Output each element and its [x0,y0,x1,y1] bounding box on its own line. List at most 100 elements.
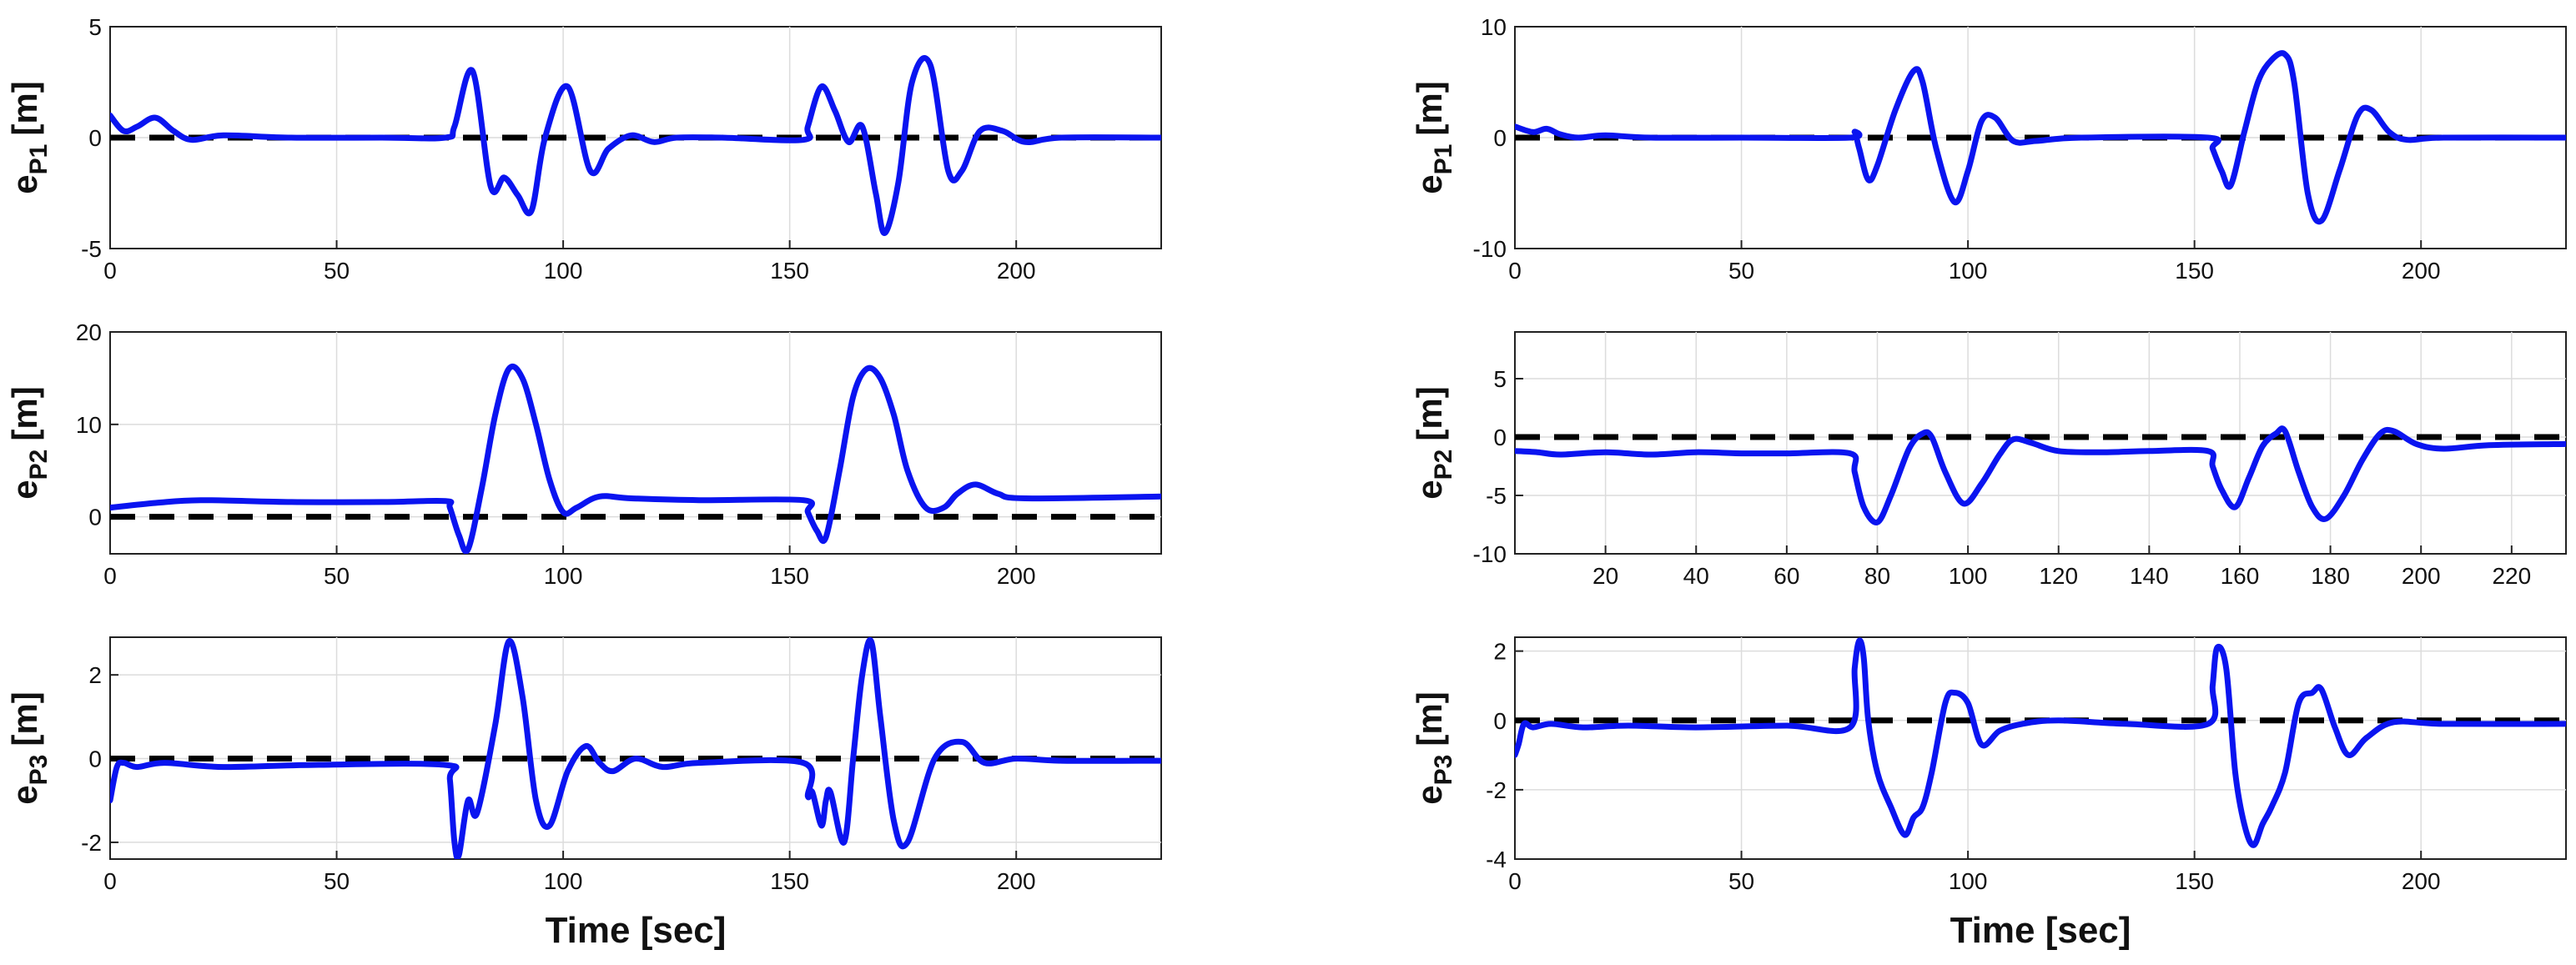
y-axis-label-unit: [m] [5,386,44,440]
x-axis-label-left: Time [sec] [546,910,727,951]
y-axis-label-subscript: P1 [25,144,53,175]
y-tick-label: 5 [88,14,102,40]
x-tick-label: 0 [103,563,117,589]
y-axis-label: eP1 [m] [5,81,53,194]
x-tick-label: 220 [2492,563,2531,589]
y-tick-label: 20 [76,319,102,345]
x-tick-label: 150 [2175,868,2214,894]
x-tick-label: 100 [1949,563,1988,589]
series-line-0 [110,363,1161,554]
x-tick-label: 100 [1949,258,1988,284]
y-tick-label: 0 [88,746,102,772]
plot-area [109,331,1162,555]
y-tick-label: 2 [88,662,102,688]
panel-right-2: 20 40 60 80 100 120 140 160 180 200 220 -10 -5 0 5 eP2 [… [1410,331,2567,589]
panel-right-3: 0 50 100 150 200 -4 -2 0 2 eP3 [m] [1410,636,2567,894]
y-axis-label-unit: [m] [1410,691,1449,746]
x-tick-label: 200 [997,563,1036,589]
plot-lines [1515,425,2566,525]
plot-lines [110,637,1161,859]
y-axis-label: eP1 [m] [1410,81,1457,194]
plot-lines [110,55,1161,236]
y-axis-label-subscript: P3 [25,755,53,786]
y-axis-label-unit: [m] [1410,386,1449,440]
y-axis-label-unit: [m] [1410,81,1449,135]
plot-lines [1515,50,2566,225]
plot-lines [110,363,1161,554]
x-axis-label-right: Time [sec] [1950,910,2131,951]
y-tick-label: -5 [1486,483,1507,509]
y-axis-label-symbol: e [5,480,44,499]
plot-area [1514,331,2567,555]
y-axis-label-symbol: e [5,174,44,194]
series-line-0 [110,637,1161,859]
y-axis-label: eP2 [m] [1410,386,1457,499]
y-axis-label-subscript: P2 [25,450,53,480]
x-tick-label: 100 [544,258,583,284]
x-tick-label: 100 [544,868,583,894]
x-tick-label: 50 [1728,868,1754,894]
x-tick-label: 100 [1949,868,1988,894]
y-tick-label: -4 [1486,847,1507,872]
y-axis-label-symbol: e [5,785,44,804]
plot-lines [1515,637,2566,848]
series-line-0 [1515,425,2566,525]
plot-area [1514,636,2567,860]
y-tick-label: -2 [81,830,102,856]
x-tick-label: 50 [1728,258,1754,284]
y-tick-label: 2 [1493,639,1507,665]
y-tick-label: -5 [81,236,102,262]
x-tick-label: 180 [2311,563,2350,589]
y-tick-label: 10 [1481,14,1507,40]
y-tick-label: -10 [1473,236,1507,262]
x-tick-label: 20 [1592,563,1618,589]
y-axis-label-subscript: P3 [1430,755,1457,786]
plot-area [109,636,1162,860]
x-tick-label: 40 [1683,563,1709,589]
x-tick-label: 50 [324,563,350,589]
y-tick-label: 0 [1493,125,1507,151]
y-axis-label-subscript: P2 [1430,450,1457,480]
x-tick-label: 150 [770,258,809,284]
x-tick-label: 150 [2175,258,2214,284]
x-tick-label: 60 [1774,563,1799,589]
x-tick-label: 150 [770,563,809,589]
y-tick-label: -10 [1473,541,1507,567]
x-tick-label: 120 [2039,563,2078,589]
y-tick-label: 5 [1493,366,1507,392]
y-tick-label: 0 [1493,425,1507,450]
y-tick-label: 0 [88,505,102,530]
x-tick-label: 50 [324,258,350,284]
series-line-0 [110,55,1161,236]
y-axis-label-symbol: e [1410,785,1449,804]
x-tick-label: 0 [103,868,117,894]
x-tick-label: 100 [544,563,583,589]
y-axis-label: eP2 [m] [5,386,53,499]
x-tick-label: 0 [1508,868,1522,894]
y-axis-label-subscript: P1 [1430,144,1457,175]
x-tick-label: 80 [1864,563,1890,589]
x-tick-label: 160 [2221,563,2260,589]
y-tick-label: 0 [88,125,102,151]
x-tick-label: 50 [324,868,350,894]
x-tick-label: 150 [770,868,809,894]
panel-left-2: 0 50 100 150 200 0 10 20 eP2 [m] [5,319,1162,589]
y-axis-label: eP3 [m] [1410,691,1457,804]
x-tick-label: 140 [2130,563,2169,589]
y-axis-label-unit: [m] [5,691,44,746]
x-tick-label: 0 [1508,258,1522,284]
x-tick-label: 0 [103,258,117,284]
series-line-0 [1515,50,2566,225]
x-tick-label: 200 [997,868,1036,894]
y-axis-label-unit: [m] [5,81,44,135]
y-axis-label-symbol: e [1410,174,1449,194]
y-tick-label: 10 [76,412,102,438]
series-line-0 [1515,637,2566,848]
y-tick-label: -2 [1486,777,1507,803]
x-tick-label: 200 [2402,868,2441,894]
